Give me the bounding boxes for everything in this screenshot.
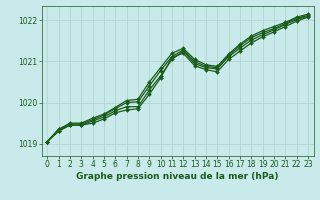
X-axis label: Graphe pression niveau de la mer (hPa): Graphe pression niveau de la mer (hPa) [76,172,279,181]
